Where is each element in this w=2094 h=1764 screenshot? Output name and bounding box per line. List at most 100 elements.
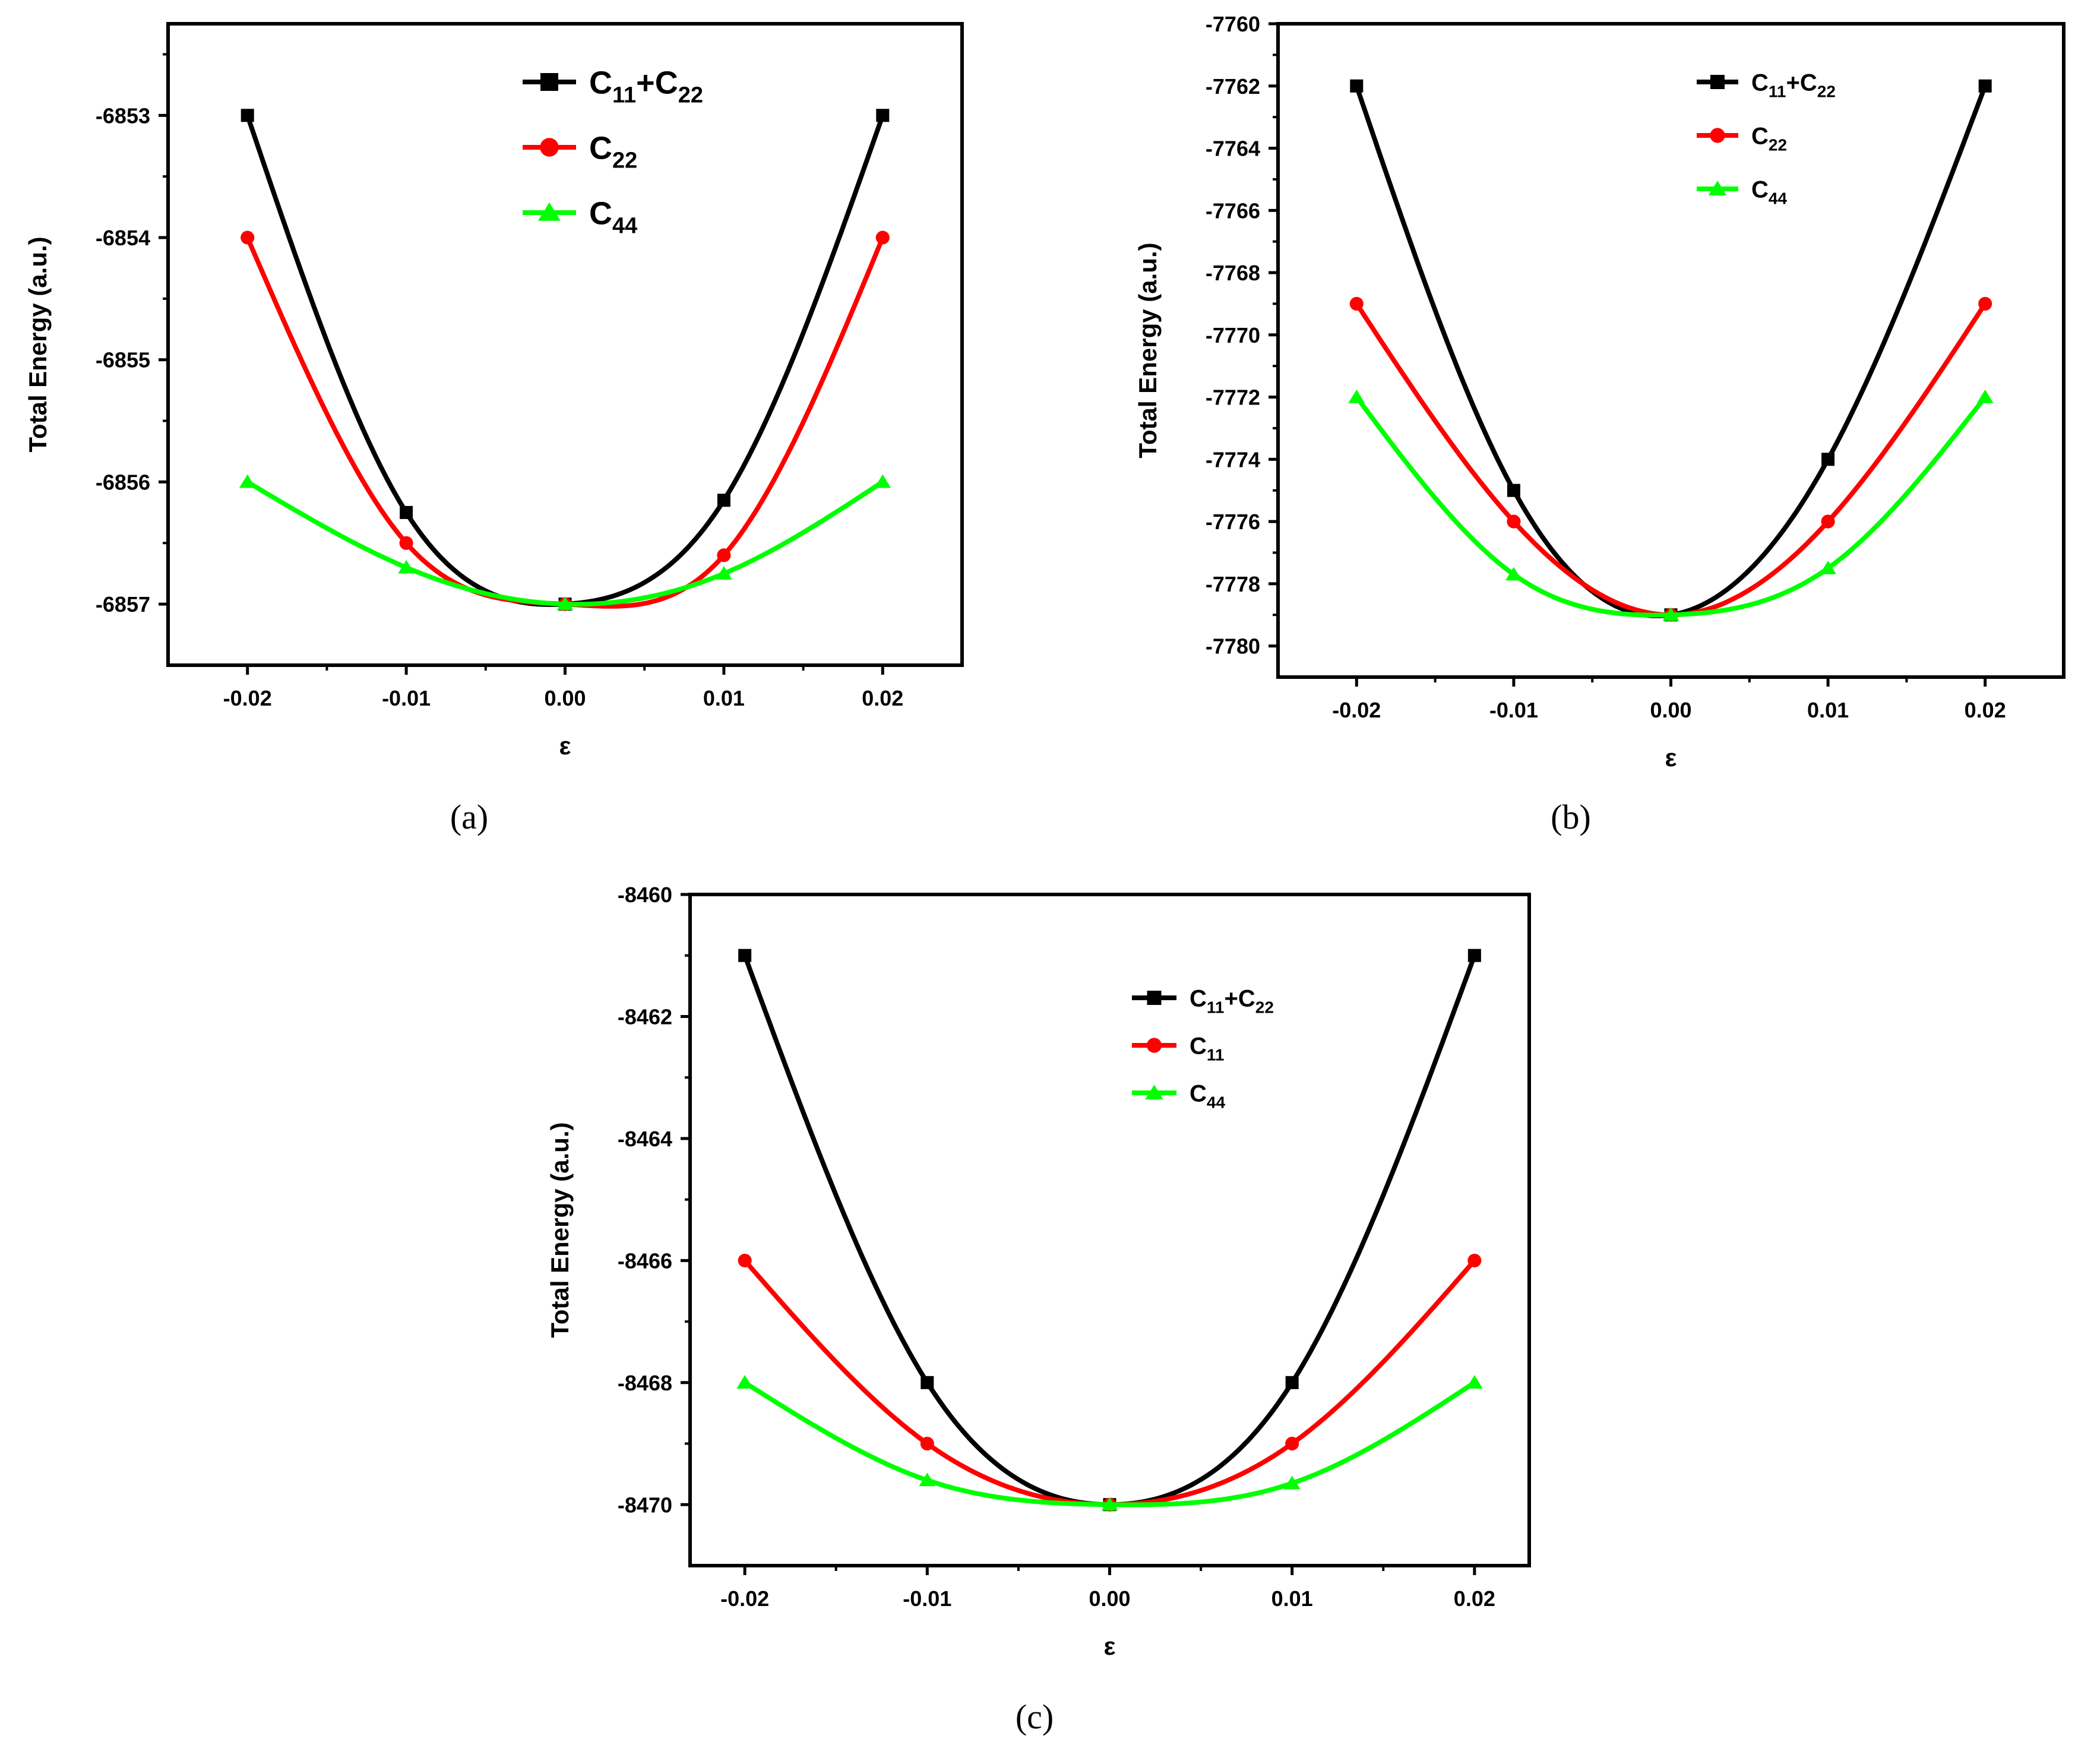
y-tick-label: -7774 — [1206, 447, 1260, 472]
legend-marker-c44 — [538, 202, 561, 221]
x-tick-label: 0.01 — [703, 686, 745, 710]
x-tick-label: 0.00 — [1089, 1586, 1130, 1611]
legend-label-c22: C22 — [1751, 123, 1787, 154]
legend-label-c44: C44 — [1751, 176, 1787, 207]
series-line-c11c22 — [742, 954, 1477, 1507]
y-tick-label: -7766 — [1206, 198, 1260, 223]
data-point-c11 — [1285, 1436, 1299, 1451]
data-point-c11 — [920, 1436, 934, 1451]
data-point-c22 — [1349, 296, 1364, 311]
legend-marker-c22 — [1710, 128, 1725, 143]
legend-label-c44: C44 — [1190, 1080, 1225, 1111]
x-tick-label: 0.02 — [1454, 1586, 1495, 1611]
legend-marker-c11c22 — [1710, 75, 1725, 89]
y-tick-label: -8464 — [618, 1127, 672, 1151]
x-tick-label: -0.02 — [720, 1586, 769, 1611]
chart-panel-c: -0.02 -0.01 0.00 0.01 0.02 -8470 -8468 -8466 -84… — [546, 883, 1531, 1736]
legend: C11+C22 C22 C44 — [523, 65, 703, 239]
data-point-c44 — [736, 1375, 754, 1389]
data-point-c11c22 — [1285, 1376, 1299, 1389]
y-tick-label: -8468 — [618, 1371, 672, 1395]
x-tick-label: 0.00 — [1650, 698, 1691, 722]
legend-marker-c11 — [1146, 1038, 1162, 1053]
x-axis-label: ε — [1665, 744, 1677, 772]
series-line-c11c22 — [245, 114, 885, 607]
data-point-c22 — [1978, 296, 1992, 311]
x-tick-label: -0.01 — [382, 686, 431, 710]
legend-marker-c44 — [1145, 1085, 1163, 1100]
data-point-c11c22 — [400, 505, 413, 519]
series-line-c11 — [743, 1259, 1476, 1507]
plot-frame — [688, 893, 1531, 1567]
y-axis-label: Total Energy (a.u.) — [1134, 242, 1162, 458]
y-tick-label: -8466 — [618, 1248, 672, 1273]
data-point-c11c22 — [241, 109, 254, 122]
legend: C11+C22 C22 C44 — [1697, 69, 1836, 208]
legend-label-c11c22: C11+C22 — [1751, 69, 1836, 100]
series-line-c22 — [245, 236, 885, 609]
chart-panel-a: -0.02 -0.01 0.00 0.01 0.02 -6857 -6856 -6855 -68… — [24, 22, 964, 836]
panel-label: (b) — [1551, 798, 1591, 836]
data-point-c44 — [1101, 1497, 1118, 1511]
data-point-c44 — [398, 559, 415, 574]
data-point-c44 — [1466, 1375, 1483, 1389]
data-point-c22 — [717, 548, 731, 562]
data-point-c11c22 — [1350, 79, 1364, 93]
data-point-c22 — [875, 230, 890, 245]
legend-label-c11c22: C11+C22 — [1190, 985, 1274, 1016]
data-point-c44 — [1820, 561, 1837, 574]
x-tick-label: 0.02 — [1965, 698, 2006, 722]
y-axis-label: Total Energy (a.u.) — [546, 1122, 574, 1338]
x-tick-label: -0.02 — [223, 686, 272, 710]
plot-frame — [1276, 22, 2065, 679]
panel-label: (a) — [450, 798, 488, 836]
y-tick-label: -7762 — [1206, 74, 1260, 99]
y-tick-label: -7776 — [1206, 510, 1260, 534]
y-tick-label: -7768 — [1206, 261, 1260, 285]
y-tick-label: -8462 — [618, 1004, 672, 1029]
y-tick-label: -6853 — [96, 103, 150, 128]
x-tick-label: 0.00 — [544, 686, 586, 710]
data-point-c11 — [738, 1253, 752, 1267]
legend-label-c11c22: C11+C22 — [589, 65, 703, 108]
series-line-c44 — [246, 479, 884, 607]
x-axis-label: ε — [1104, 1632, 1116, 1660]
y-tick-label: -7778 — [1206, 572, 1260, 596]
y-tick-label: -6857 — [96, 592, 150, 617]
legend-label-c22: C22 — [589, 130, 637, 173]
legend-marker-c44 — [1708, 181, 1727, 196]
data-point-c11c22 — [876, 109, 890, 122]
data-point-c44 — [1348, 389, 1365, 403]
legend-label-c11: C11 — [1190, 1033, 1225, 1064]
series-line-c11c22 — [1354, 85, 1988, 618]
y-tick-label: -6855 — [96, 348, 150, 372]
data-point-c22 — [399, 536, 413, 550]
y-tick-label: -6854 — [96, 226, 150, 250]
data-point-c11 — [1467, 1253, 1482, 1267]
data-point-c11c22 — [1821, 453, 1835, 466]
legend-label-c44: C44 — [589, 195, 637, 238]
legend-marker-c11c22 — [540, 73, 558, 91]
y-tick-label: -8460 — [618, 883, 672, 907]
series-line-c44 — [744, 1380, 1476, 1507]
y-tick-label: -7780 — [1206, 634, 1260, 659]
x-tick-label: 0.02 — [862, 686, 903, 710]
data-point-c44 — [556, 596, 574, 611]
data-point-c44 — [715, 566, 732, 580]
x-tick-label: -0.01 — [1489, 698, 1538, 722]
y-tick-label: -7760 — [1206, 12, 1260, 36]
data-point-c11c22 — [717, 494, 730, 507]
data-point-c44 — [1505, 567, 1522, 581]
data-point-c11c22 — [1507, 483, 1520, 497]
x-axis-label: ε — [559, 732, 571, 760]
legend: C11+C22 C11 C44 — [1132, 985, 1274, 1112]
data-point-c44 — [1976, 389, 1994, 403]
y-tick-label: -7772 — [1206, 385, 1260, 410]
data-point-c22 — [1507, 514, 1521, 529]
y-axis-label: Total Energy (a.u.) — [24, 236, 52, 452]
data-point-c44 — [874, 474, 891, 488]
data-point-c11c22 — [1978, 79, 1992, 93]
x-tick-label: 0.01 — [1271, 1586, 1313, 1611]
data-point-c44 — [1662, 607, 1679, 621]
